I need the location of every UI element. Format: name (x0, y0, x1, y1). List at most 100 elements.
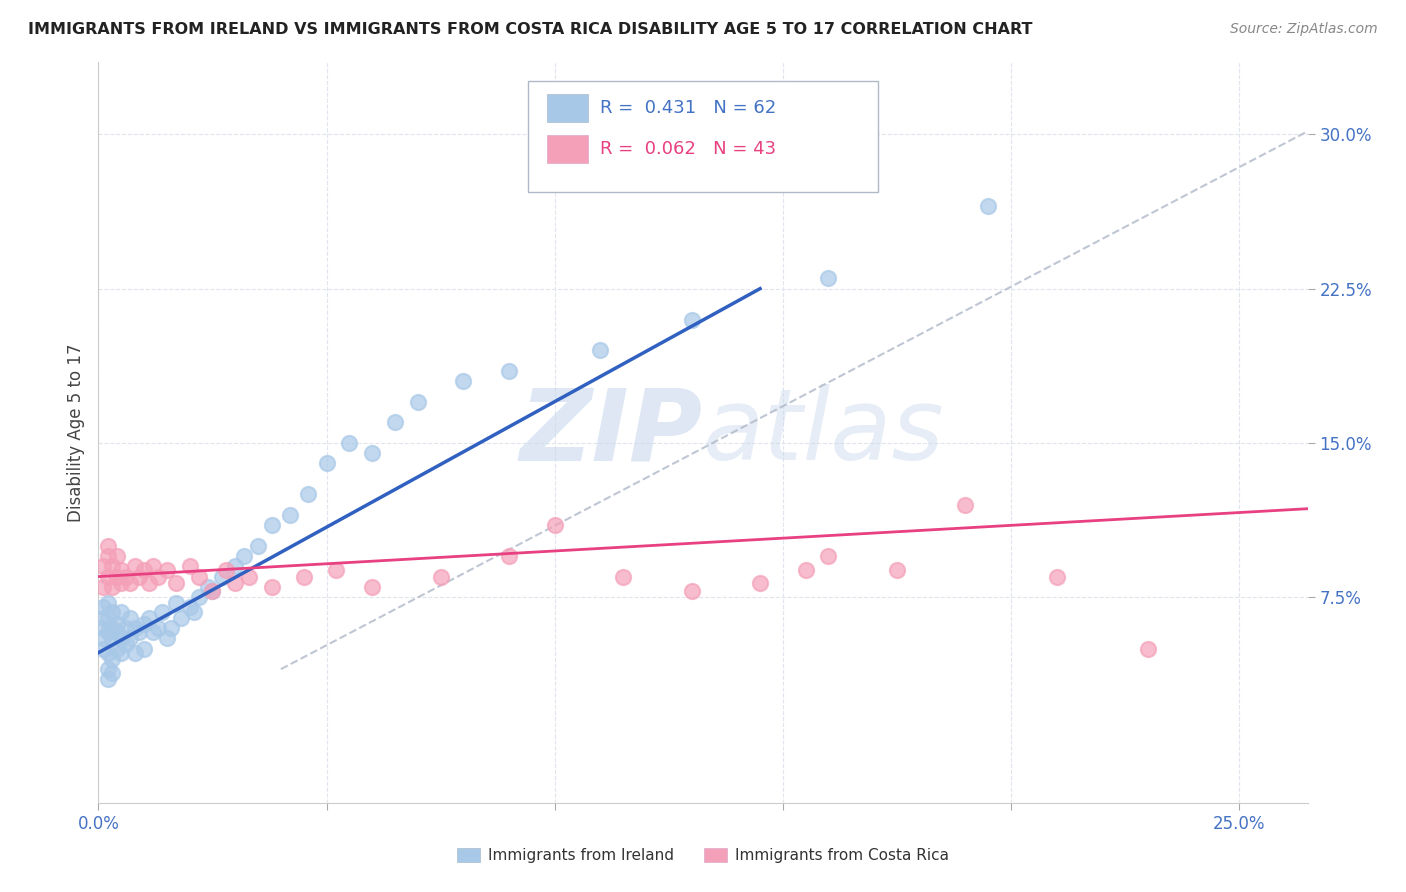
Point (132, 641, 155, 656)
Point (110, 605, 132, 619)
Point (165, 575, 187, 590)
Point (114, 621, 136, 635)
Point (101, 559, 124, 574)
Point (278, 508, 301, 522)
Point (1136, 641, 1159, 656)
Point (211, 569, 233, 583)
Point (681, 584, 703, 599)
Point (96, 569, 118, 583)
Point (91, 632, 114, 646)
Point (406, 394, 429, 409)
Point (105, 549, 128, 563)
Point (91, 611, 114, 625)
Point (105, 616, 128, 631)
Point (817, 271, 839, 285)
Point (132, 616, 155, 631)
Legend: Immigrants from Ireland, Immigrants from Costa Rica: Immigrants from Ireland, Immigrants from… (451, 842, 955, 869)
Point (132, 563, 155, 577)
Point (114, 637, 136, 651)
Point (110, 575, 132, 590)
Text: Source: ZipAtlas.com: Source: ZipAtlas.com (1230, 22, 1378, 37)
Point (96, 539, 118, 553)
Point (589, 343, 612, 358)
Point (96, 549, 118, 563)
Point (124, 621, 146, 635)
Point (96, 596, 118, 610)
Point (101, 632, 124, 646)
Point (817, 549, 839, 563)
Point (361, 580, 384, 594)
FancyBboxPatch shape (527, 81, 879, 192)
Point (110, 646, 132, 660)
Point (187, 590, 209, 604)
Point (142, 625, 165, 640)
Point (361, 446, 384, 460)
Point (384, 415, 406, 429)
Point (453, 374, 475, 388)
Point (128, 569, 150, 583)
FancyBboxPatch shape (547, 135, 588, 163)
Point (215, 563, 238, 577)
Point (183, 605, 205, 619)
Point (886, 563, 908, 577)
Point (146, 569, 169, 583)
Point (146, 621, 169, 635)
Y-axis label: Disability Age 5 to 17: Disability Age 5 to 17 (66, 343, 84, 522)
Point (292, 569, 315, 583)
Point (91, 600, 114, 615)
Point (110, 632, 132, 646)
Point (201, 584, 224, 599)
Point (498, 364, 520, 378)
Point (101, 666, 124, 681)
Point (101, 605, 124, 619)
Point (91, 621, 114, 635)
Point (169, 611, 191, 625)
Point (197, 580, 219, 594)
Point (315, 457, 337, 471)
Point (138, 575, 160, 590)
Point (124, 559, 146, 574)
Point (429, 569, 451, 583)
Point (233, 549, 256, 563)
Text: R =  0.062   N = 43: R = 0.062 N = 43 (600, 140, 776, 158)
Point (120, 632, 142, 646)
Point (114, 569, 136, 583)
Point (105, 641, 128, 656)
Point (544, 518, 567, 533)
Point (955, 498, 977, 512)
Point (120, 575, 142, 590)
Point (224, 575, 246, 590)
Point (498, 549, 520, 563)
Point (101, 621, 124, 635)
Point (247, 539, 270, 553)
Point (156, 632, 179, 646)
Point (101, 580, 124, 594)
Point (96, 625, 118, 640)
Point (201, 584, 224, 599)
Point (138, 611, 160, 625)
Point (297, 487, 319, 501)
Point (238, 569, 260, 583)
Point (91, 641, 114, 656)
Point (977, 199, 1000, 213)
Point (91, 580, 114, 594)
Point (260, 518, 283, 533)
Text: R =  0.431   N = 62: R = 0.431 N = 62 (600, 99, 776, 118)
Point (612, 569, 634, 583)
Point (96, 662, 118, 676)
Point (156, 563, 179, 577)
Point (150, 605, 173, 619)
Point (224, 559, 246, 574)
Point (794, 563, 817, 577)
Point (105, 625, 128, 640)
Point (749, 575, 772, 590)
Text: atlas: atlas (703, 384, 945, 481)
Point (101, 652, 124, 666)
Point (142, 559, 165, 574)
Point (96, 611, 118, 625)
Point (179, 559, 201, 574)
Text: IMMIGRANTS FROM IRELAND VS IMMIGRANTS FROM COSTA RICA DISABILITY AGE 5 TO 17 COR: IMMIGRANTS FROM IRELAND VS IMMIGRANTS FR… (28, 22, 1032, 37)
Text: ZIP: ZIP (520, 384, 703, 481)
Point (96, 673, 118, 687)
Point (128, 625, 150, 640)
